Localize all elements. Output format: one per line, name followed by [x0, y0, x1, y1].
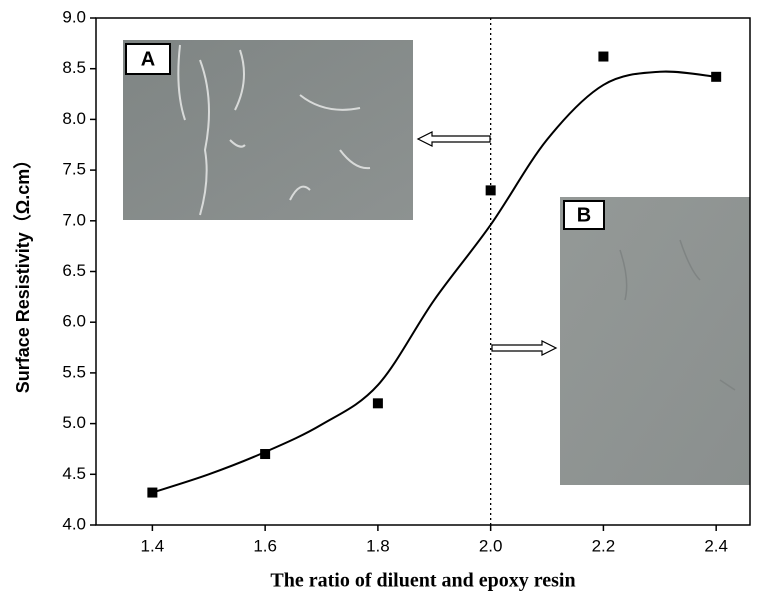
x-tick-label: 2.2 — [592, 536, 616, 555]
y-tick-label: 8.0 — [62, 109, 86, 128]
x-tick-label: 1.8 — [366, 536, 390, 555]
y-tick-label: 5.5 — [62, 362, 86, 381]
x-tick-label: 1.4 — [141, 536, 165, 555]
data-point — [372, 398, 383, 409]
arrow — [491, 340, 558, 356]
inset-label: B — [577, 204, 591, 226]
arrow — [416, 131, 491, 147]
x-tick-label: 1.6 — [253, 536, 277, 555]
y-tick-label: 4.0 — [62, 514, 86, 533]
data-point — [260, 449, 271, 460]
fit-curve — [152, 70, 717, 494]
x-tick-label: 2.0 — [479, 536, 503, 555]
y-tick-label: 6.5 — [62, 261, 86, 280]
y-tick-label: 8.5 — [62, 58, 86, 77]
inset-label: A — [141, 48, 155, 70]
inset-b: B — [560, 197, 750, 485]
data-point — [598, 51, 609, 62]
y-tick-label: 7.5 — [62, 160, 86, 179]
inset-a: A — [123, 40, 413, 220]
x-axis-label: The ratio of diluent and epoxy resin — [270, 570, 575, 592]
y-tick-label: 7.0 — [62, 210, 86, 229]
x-tick-label: 2.4 — [704, 536, 728, 555]
y-tick-label: 5.0 — [62, 413, 86, 432]
y-axis-label: Surface Resistivity（Ω.cm） — [13, 151, 33, 394]
y-tick-label: 4.5 — [62, 464, 86, 483]
y-tick-label: 6.0 — [62, 312, 86, 331]
data-point — [485, 185, 496, 196]
y-tick-label: 9.0 — [62, 7, 86, 26]
